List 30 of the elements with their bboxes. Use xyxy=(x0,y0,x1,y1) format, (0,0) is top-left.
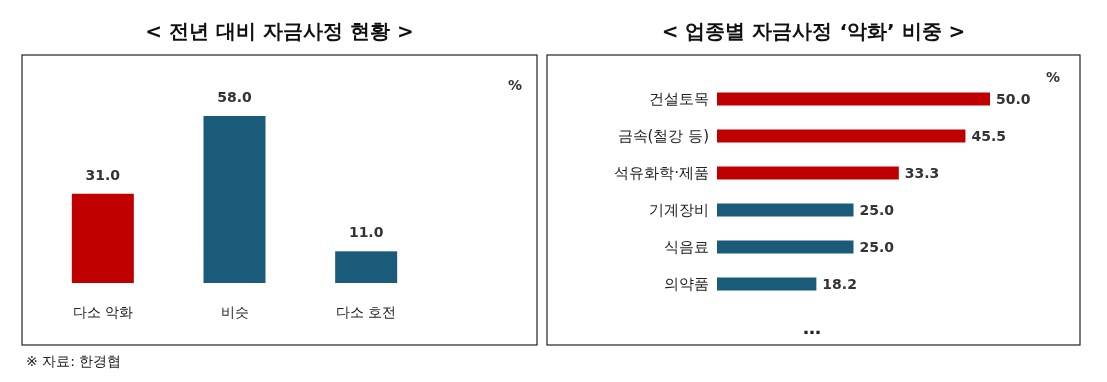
y-tick-label: 식음료 xyxy=(664,238,709,256)
bar xyxy=(717,92,990,106)
data-label: 33.3 xyxy=(904,165,940,181)
text: ※ 자료: 한경협 xyxy=(26,353,122,369)
x-tick-label: 다소 악화 xyxy=(72,304,134,320)
text: … xyxy=(803,317,821,338)
x-axis-title: % xyxy=(1045,69,1061,85)
bar xyxy=(717,277,817,291)
data-label: 25.0 xyxy=(859,202,895,218)
bar xyxy=(717,129,966,143)
data-label: 50.0 xyxy=(996,91,1031,107)
data-label: 25.0 xyxy=(859,239,895,255)
y-tick-label: 기계장비 xyxy=(649,201,709,219)
data-label: 31.0 xyxy=(85,166,121,183)
data-label: 45.5 xyxy=(971,128,1006,144)
x-tick-label: 비슷 xyxy=(220,304,249,320)
y-axis-title: % xyxy=(507,77,523,93)
y-tick-label: 금속(철강 등) xyxy=(617,127,709,145)
x-tick-label: 다소 호전 xyxy=(335,304,397,320)
data-label: 18.2 xyxy=(822,276,857,292)
bar xyxy=(717,240,854,254)
chart-title: < 전년 대비 자금사정 현황 > xyxy=(145,19,414,43)
data-label: 11.0 xyxy=(348,224,384,241)
y-tick-label: 석유화학·제품 xyxy=(614,164,709,182)
data-label: 58.0 xyxy=(217,89,253,105)
y-tick-label: 의약품 xyxy=(664,275,709,293)
bar xyxy=(717,166,899,180)
chart-title: < 업종별 자금사정 ‘악화’ 비중 > xyxy=(661,19,966,43)
y-tick-label: 건설토목 xyxy=(649,90,709,108)
bar xyxy=(717,203,854,217)
